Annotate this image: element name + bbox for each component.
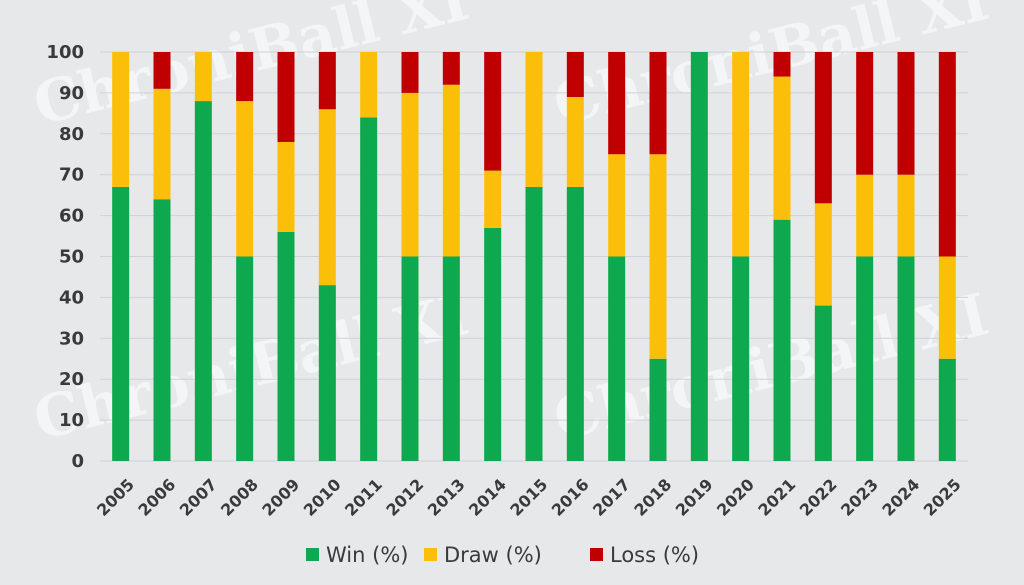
bar-draw-2018 bbox=[649, 154, 667, 359]
bar-win-2016 bbox=[566, 186, 584, 461]
x-tick-label: 2009 bbox=[258, 475, 303, 520]
bar-win-2007 bbox=[194, 101, 212, 461]
y-tick-label: 100 bbox=[46, 42, 84, 63]
x-tick-label: 2025 bbox=[920, 475, 965, 520]
x-tick-label: 2017 bbox=[589, 475, 634, 520]
bar-draw-2015 bbox=[525, 52, 543, 187]
bar-loss-2013 bbox=[442, 52, 460, 85]
bar-draw-2023 bbox=[856, 174, 874, 257]
y-tick-label: 90 bbox=[59, 83, 84, 104]
bar-draw-2005 bbox=[112, 52, 130, 187]
bar-draw-2013 bbox=[442, 84, 460, 257]
bar-loss-2018 bbox=[649, 52, 667, 155]
y-tick-label: 30 bbox=[59, 328, 84, 349]
bar-win-2010 bbox=[318, 285, 336, 461]
bar-win-2011 bbox=[360, 117, 378, 461]
bar-win-2022 bbox=[814, 305, 832, 461]
x-tick-label: 2010 bbox=[300, 475, 345, 520]
x-tick-label: 2008 bbox=[217, 475, 262, 520]
bar-win-2019 bbox=[690, 52, 708, 461]
bar-draw-2025 bbox=[938, 256, 956, 359]
bar-loss-2024 bbox=[897, 52, 915, 175]
legend-swatch bbox=[424, 548, 437, 561]
bar-draw-2009 bbox=[277, 141, 295, 232]
bar-win-2024 bbox=[897, 256, 915, 461]
y-tick-label: 40 bbox=[59, 287, 84, 308]
bar-draw-2021 bbox=[773, 76, 791, 220]
x-tick-label: 2022 bbox=[796, 475, 841, 520]
bar-draw-2017 bbox=[608, 154, 626, 257]
x-tick-label: 2023 bbox=[837, 475, 882, 520]
bar-win-2008 bbox=[236, 256, 254, 461]
bar-win-2006 bbox=[153, 199, 171, 462]
y-tick-label: 60 bbox=[59, 206, 84, 227]
bar-loss-2023 bbox=[856, 52, 874, 175]
bar-draw-2006 bbox=[153, 88, 171, 200]
x-tick-label: 2024 bbox=[878, 475, 923, 520]
bar-win-2009 bbox=[277, 231, 295, 461]
bar-draw-2010 bbox=[318, 109, 336, 286]
bar-win-2025 bbox=[938, 358, 956, 461]
legend-swatch bbox=[590, 548, 603, 561]
bar-win-2014 bbox=[484, 227, 502, 461]
y-tick-label: 20 bbox=[59, 369, 84, 390]
x-tick-label: 2018 bbox=[630, 475, 675, 520]
bar-loss-2009 bbox=[277, 52, 295, 142]
y-tick-label: 10 bbox=[59, 410, 84, 431]
legend-label: Loss (%) bbox=[610, 543, 699, 567]
bar-win-2023 bbox=[856, 256, 874, 461]
x-tick-label: 2012 bbox=[382, 475, 427, 520]
bar-loss-2017 bbox=[608, 52, 626, 155]
y-tick-label: 70 bbox=[59, 165, 84, 186]
bar-win-2021 bbox=[773, 219, 791, 461]
bar-win-2015 bbox=[525, 186, 543, 461]
x-tick-label: 2014 bbox=[465, 475, 510, 520]
bar-win-2018 bbox=[649, 358, 667, 461]
bar-draw-2012 bbox=[401, 92, 419, 257]
bar-draw-2011 bbox=[360, 52, 378, 118]
x-tick-label: 2021 bbox=[754, 475, 799, 520]
x-tick-label: 2015 bbox=[506, 475, 551, 520]
bar-draw-2007 bbox=[194, 52, 212, 102]
bar-draw-2020 bbox=[732, 52, 750, 257]
bar-draw-2024 bbox=[897, 174, 915, 257]
bar-win-2017 bbox=[608, 256, 626, 461]
bar-draw-2022 bbox=[814, 203, 832, 306]
bar-draw-2016 bbox=[566, 96, 584, 187]
bar-win-2013 bbox=[442, 256, 460, 461]
bar-loss-2025 bbox=[938, 52, 956, 257]
x-tick-label: 2016 bbox=[548, 475, 593, 520]
bars bbox=[112, 52, 956, 462]
x-tick-label: 2005 bbox=[93, 475, 138, 520]
bar-win-2005 bbox=[112, 186, 130, 461]
legend-label: Draw (%) bbox=[444, 543, 542, 567]
bar-loss-2014 bbox=[484, 52, 502, 171]
y-tick-label: 80 bbox=[59, 124, 84, 145]
bar-win-2020 bbox=[732, 256, 750, 461]
bar-loss-2022 bbox=[814, 52, 832, 204]
x-tick-label: 2013 bbox=[424, 475, 469, 520]
x-tick-label: 2006 bbox=[134, 475, 179, 520]
x-tick-label: 2020 bbox=[713, 475, 758, 520]
bar-loss-2008 bbox=[236, 52, 254, 102]
y-tick-label: 0 bbox=[71, 451, 84, 472]
bar-loss-2012 bbox=[401, 52, 419, 93]
bar-loss-2021 bbox=[773, 52, 791, 77]
legend-swatch bbox=[306, 548, 319, 561]
bar-win-2012 bbox=[401, 256, 419, 461]
y-tick-label: 50 bbox=[59, 247, 84, 268]
x-tick-label: 2007 bbox=[176, 475, 221, 520]
bar-draw-2014 bbox=[484, 170, 502, 228]
bar-loss-2006 bbox=[153, 52, 171, 89]
x-tick-label: 2011 bbox=[341, 475, 386, 520]
bar-draw-2008 bbox=[236, 101, 254, 257]
bar-loss-2010 bbox=[318, 52, 336, 110]
x-tick-label: 2019 bbox=[672, 475, 717, 520]
bar-loss-2016 bbox=[566, 52, 584, 97]
legend-label: Win (%) bbox=[326, 543, 408, 567]
legend: Win (%) Draw (%) Loss (%) bbox=[306, 543, 699, 567]
